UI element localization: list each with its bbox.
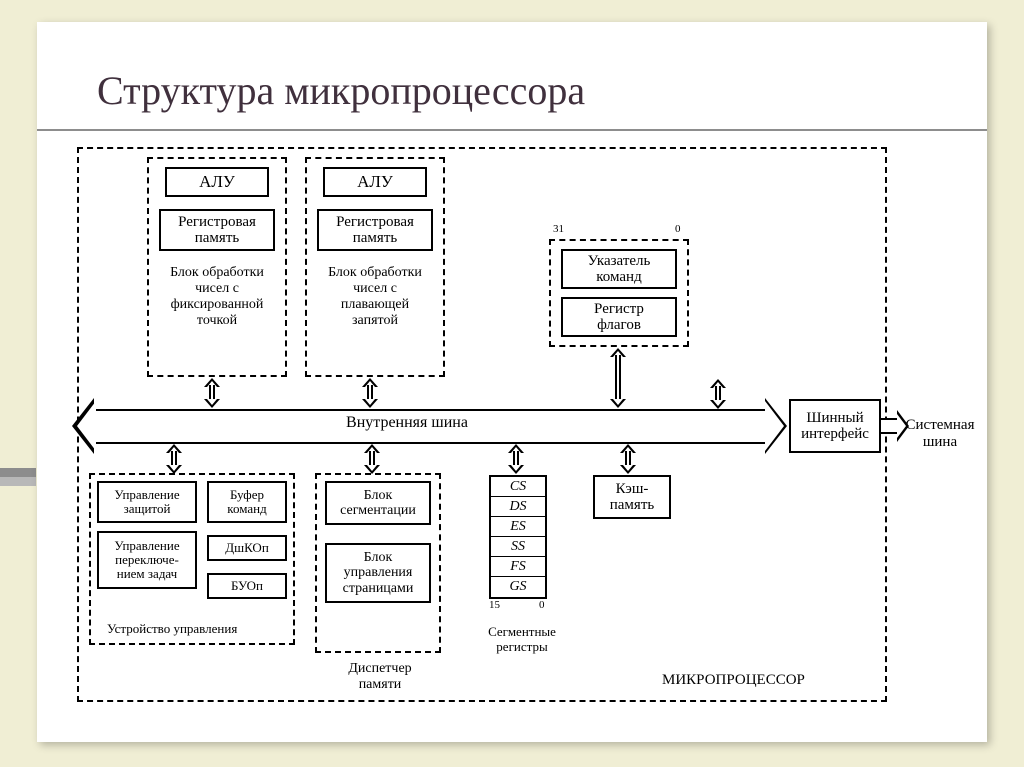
seg-reg-gs: GS [491, 577, 545, 597]
opcode-decoder-box: ДшКОп [207, 535, 287, 561]
connector-arrow [205, 378, 219, 408]
bit15-label: 15 [489, 599, 500, 611]
system-bus-label: Системная шина [903, 417, 977, 452]
segment-registers-table: CS DS ES SS FS GS [489, 475, 547, 599]
alu-box-fixed: АЛУ [165, 167, 269, 197]
slide: Структура микропроцессора МИКРОПРОЦЕССОР… [37, 22, 987, 742]
float-point-caption: Блок обработки чисел с плавающей запятой [313, 265, 437, 329]
command-buffer-box: Буфер команд [207, 481, 287, 523]
sysbus-arrowhead-fill [897, 414, 906, 438]
diagram: МИКРОПРОЦЕССОР АЛУ Регистровая память Бл… [77, 147, 977, 717]
internal-bus-label: Внутренняя шина [277, 414, 537, 432]
connector-arrow [167, 444, 181, 474]
mmu-caption: Диспетчер памяти [335, 661, 425, 693]
alu-box-float: АЛУ [323, 167, 427, 197]
seg-reg-ss: SS [491, 537, 545, 557]
instruction-pointer-box: Указатель команд [561, 249, 677, 289]
page-title: Структура микропроцессора [97, 67, 585, 114]
seg-reg-fs: FS [491, 557, 545, 577]
microprocessor-label: МИКРОПРОЦЕССОР [662, 672, 805, 689]
segmentation-box: Блок сегментации [325, 481, 431, 525]
protection-control-box: Управление защитой [97, 481, 197, 523]
connector-arrow [611, 348, 625, 408]
connector-arrow [509, 444, 523, 474]
control-unit-caption: Устройство управления [107, 622, 237, 637]
bus-line-top [92, 409, 768, 411]
reg-mem-fixed: Регистровая память [159, 209, 275, 251]
decorative-bar [0, 468, 36, 477]
title-underline [37, 129, 987, 131]
seg-reg-es: ES [491, 517, 545, 537]
fixed-point-caption: Блок обработки чисел с фиксированной точ… [155, 265, 279, 329]
seg-reg-cs: CS [491, 477, 545, 497]
decorative-bar [0, 477, 36, 486]
bus-line-bottom [92, 442, 768, 444]
cache-box: Кэш- память [593, 475, 671, 519]
connector-arrow [621, 444, 635, 474]
connector-arrow [363, 378, 377, 408]
bit0-label-seg: 0 [539, 599, 545, 611]
seg-reg-ds: DS [491, 497, 545, 517]
connector-arrow [365, 444, 379, 474]
bit31-label: 31 [553, 223, 564, 235]
flags-register-box: Регистр флагов [561, 297, 677, 337]
bit0-label: 0 [675, 223, 681, 235]
task-switch-box: Управление переключе- нием задач [97, 531, 197, 589]
op-control-box: БУОп [207, 573, 287, 599]
connector-arrow [711, 379, 725, 409]
bus-arrow-left-fill [77, 401, 96, 451]
paging-box: Блок управления страницами [325, 543, 431, 603]
seg-regs-caption: Сегментные регистры [477, 625, 567, 655]
reg-mem-float: Регистровая память [317, 209, 433, 251]
bus-interface-box: Шинный интерфейс [789, 399, 881, 453]
bus-arrow-right-fill [765, 401, 784, 451]
